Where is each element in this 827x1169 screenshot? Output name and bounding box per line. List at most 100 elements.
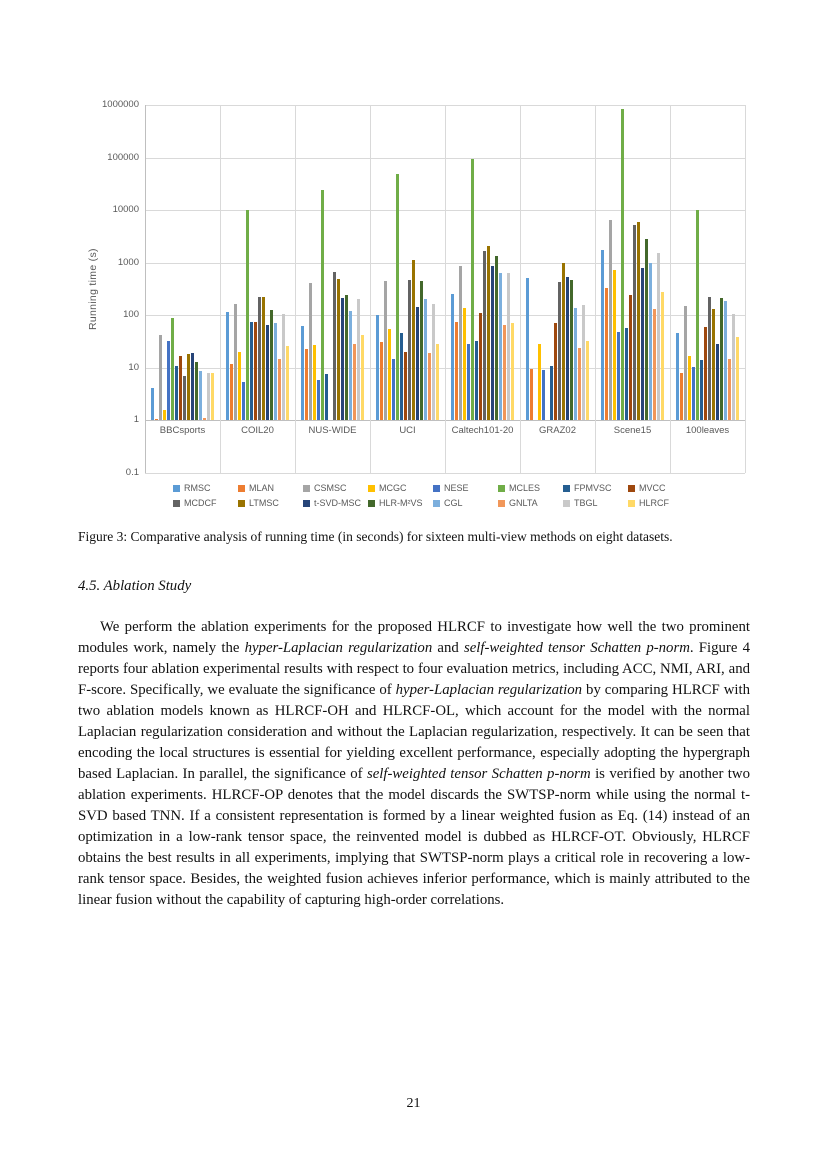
bar [301,325,304,421]
legend-item: MCLES [498,484,563,493]
y-tick-label: 1000000 [102,99,139,110]
bar [530,369,533,421]
figure-caption: Figure 3: Comparative analysis of runnin… [78,528,673,544]
bar [325,374,328,421]
category-separator [445,105,446,473]
bar [424,299,427,421]
legend-swatch [498,485,505,492]
bar [566,276,569,421]
bar [388,328,391,421]
bar [380,342,383,421]
legend-item: HLR-M²VS [368,499,433,508]
bar [676,332,679,421]
bar [246,210,249,421]
bar [175,365,178,421]
bar [282,313,285,421]
legend-swatch [173,500,180,507]
section-heading: 4.5. Ablation Study [78,578,192,594]
bar [491,265,494,421]
bar [570,279,573,421]
y-axis-title: Running time (s) [87,248,99,330]
bar [341,298,344,421]
legend-swatch [563,485,570,492]
bar [712,309,715,421]
category-label: NUS-WIDE [308,425,357,437]
legend-label: CSMSC [314,483,347,493]
legend-label: HLRCF [639,498,670,508]
text-run: and [432,639,464,656]
bar [159,335,162,421]
bar [692,366,695,421]
bar [207,372,210,421]
bar [187,354,190,421]
gridline [145,473,745,474]
bar [353,344,356,421]
bar [309,283,312,421]
bar-group-Scene15 [595,105,670,421]
bar [621,108,624,421]
bar [211,372,214,421]
category-label: Caltech101-20 [451,425,514,437]
legend-label: CGL [444,498,463,508]
bar [645,239,648,421]
bar [230,363,233,421]
legend-swatch [498,500,505,507]
category-label: COIL20 [241,425,274,437]
bar [736,337,739,421]
legend-item: MVCC [628,484,693,493]
bar [475,340,478,421]
bar [234,303,237,421]
bar [404,352,407,421]
bar [700,360,703,421]
bar [550,365,553,421]
bar [613,269,616,421]
bar-group-GRAZ02 [520,105,595,421]
legend-swatch [173,485,180,492]
text-run: by comparing HLRCF with two ablation mod… [78,681,750,782]
bar [357,299,360,421]
bar [554,323,557,421]
bar [266,325,269,421]
bar [317,379,320,421]
category-separator [595,105,596,473]
bar-group-Caltech101-20 [445,105,520,421]
bar [258,296,261,421]
legend-item: FPMVSC [563,484,628,493]
bar [633,224,636,421]
bar [680,373,683,421]
legend-label: MCLES [509,483,541,493]
bar [274,323,277,421]
legend-swatch [303,500,310,507]
bar [155,419,158,421]
body-paragraph: We perform the ablation experiments for … [78,617,750,911]
legend-label: MCGC [379,483,407,493]
bar [538,343,541,421]
category-separator [670,105,671,473]
bar [428,353,431,421]
bar [171,318,174,421]
bar [361,334,364,421]
italic-term: hyper-Laplacian regularization [395,681,583,698]
legend-label: MVCC [639,483,666,493]
bar [203,418,206,421]
page-number: 21 [406,1096,421,1111]
bar [578,347,581,421]
legend-label: FPMVSC [574,483,612,493]
legend-item: LTMSC [238,499,303,508]
legend-swatch [433,485,440,492]
legend-label: t-SVD-MSC [314,498,361,508]
legend-item: MCGC [368,484,433,493]
bar-group-NUS-WIDE [295,105,370,421]
y-tick-label: 100 [123,309,139,321]
legend-label: MCDCF [184,498,217,508]
bar [574,308,577,421]
plot-area [145,105,746,474]
bar [392,358,395,421]
bar-group-COIL20 [220,105,295,421]
bar [542,369,545,421]
bar [183,376,186,421]
bar [649,262,652,421]
category-label: BBCsports [159,425,206,437]
bar [582,304,585,421]
legend-label: GNLTA [509,498,538,508]
